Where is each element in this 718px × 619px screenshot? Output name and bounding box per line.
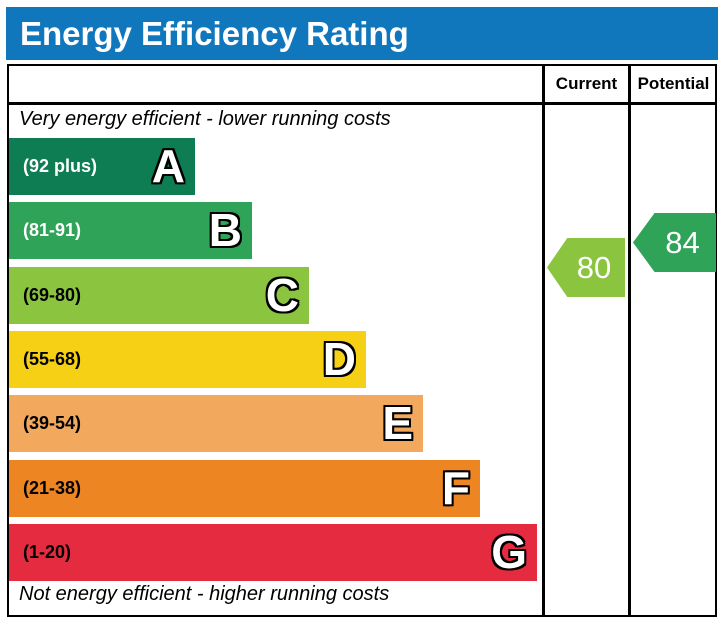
band-range-label: (92 plus) — [23, 156, 98, 176]
potential-rating-value: 84 — [665, 224, 700, 260]
band-bar-d: (55-68) D — [9, 331, 366, 388]
column-divider-potential — [628, 66, 631, 615]
band-row-f: (21-38) F — [9, 460, 480, 517]
band-row-c: (69-80) C — [9, 267, 309, 324]
band-letter: E — [382, 397, 413, 449]
band-letter: B — [208, 204, 242, 256]
band-letter: D — [322, 333, 356, 385]
band-bar-f: (21-38) F — [9, 460, 480, 517]
current-column-header: Current — [555, 74, 618, 93]
potential-rating-arrow: 84 — [633, 213, 716, 272]
band-bar-a: (92 plus) A — [9, 138, 195, 195]
band-row-e: (39-54) E — [9, 395, 423, 452]
rating-table: Current Potential Very energy efficient … — [7, 64, 717, 617]
column-divider-current — [542, 66, 545, 615]
band-row-g: (1-20) G — [9, 524, 537, 581]
potential-column-header: Potential — [637, 74, 710, 93]
band-range-label: (69-80) — [23, 285, 82, 305]
header-banner: Energy Efficiency Rating — [6, 7, 718, 60]
band-range-label: (21-38) — [23, 478, 82, 498]
page-title: Energy Efficiency Rating — [20, 14, 409, 52]
band-range-label: (81-91) — [23, 220, 82, 240]
current-rating-value: 80 — [576, 249, 612, 285]
band-row-b: (81-91) B — [9, 202, 252, 259]
current-rating-arrow: 80 — [547, 238, 625, 297]
band-letter: F — [441, 462, 470, 514]
band-range-label: (55-68) — [23, 349, 82, 369]
band-bar-g: (1-20) G — [9, 524, 537, 581]
band-bar-b: (81-91) B — [9, 202, 252, 259]
band-bar-e: (39-54) E — [9, 395, 423, 452]
band-letter: A — [151, 140, 185, 192]
band-letter: C — [265, 269, 299, 321]
band-row-a: (92 plus) A — [9, 138, 195, 195]
band-letter: G — [491, 526, 527, 578]
band-row-d: (55-68) D — [9, 331, 366, 388]
band-range-label: (39-54) — [23, 413, 82, 433]
band-range-label: (1-20) — [23, 542, 72, 562]
band-bar-c: (69-80) C — [9, 267, 309, 324]
bottom-note: Not energy efficient - higher running co… — [19, 583, 390, 605]
table-header-row — [9, 66, 715, 105]
top-note: Very energy efficient - lower running co… — [19, 108, 391, 130]
